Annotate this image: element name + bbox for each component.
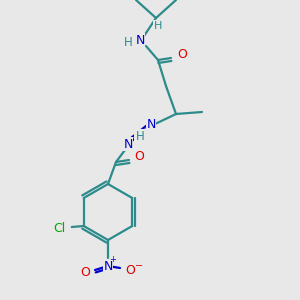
Text: O: O — [125, 265, 135, 278]
Text: H: H — [154, 21, 162, 31]
Text: N: N — [135, 34, 145, 46]
Text: H: H — [124, 35, 132, 49]
Text: O: O — [80, 266, 90, 280]
Text: Cl: Cl — [54, 223, 66, 236]
Text: N: N — [103, 260, 113, 272]
Text: O: O — [134, 151, 144, 164]
Text: N: N — [146, 118, 156, 130]
Text: −: − — [135, 261, 143, 271]
Text: +: + — [110, 256, 116, 265]
Text: H: H — [136, 130, 144, 143]
Text: O: O — [177, 49, 187, 62]
Text: N: N — [123, 137, 133, 151]
